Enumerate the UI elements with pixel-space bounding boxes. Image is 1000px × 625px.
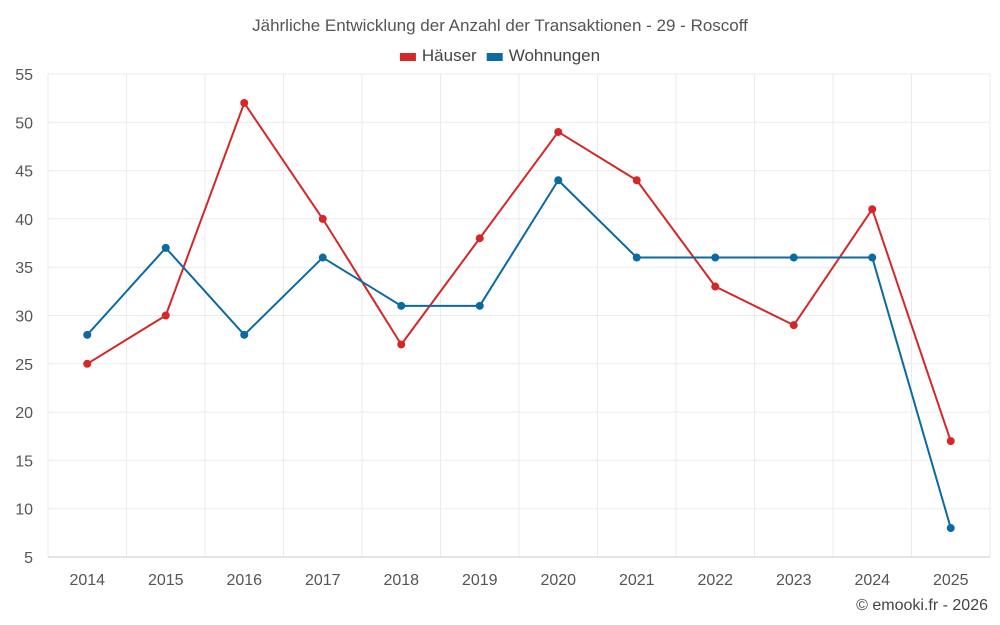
chart-title: Jährliche Entwicklung der Anzahl der Tra… — [252, 16, 748, 35]
series-wohnungen — [83, 176, 955, 533]
data-point[interactable] — [554, 127, 563, 136]
x-tick-label: 2018 — [383, 572, 419, 589]
x-tick-label: 2019 — [462, 572, 498, 589]
data-point[interactable] — [711, 282, 720, 291]
x-tick-label: 2017 — [305, 572, 341, 589]
y-tick-label: 20 — [15, 405, 33, 422]
data-point[interactable] — [475, 234, 484, 243]
legend[interactable]: Häuser Wohnungen — [399, 46, 600, 65]
legend-swatch — [486, 53, 503, 61]
credit-text: © emooki.fr - 2026 — [856, 597, 988, 614]
data-point[interactable] — [83, 359, 92, 368]
data-point[interactable] — [161, 311, 170, 320]
legend-item[interactable]: Wohnungen — [486, 46, 600, 65]
data-point[interactable] — [946, 524, 955, 533]
y-tick-label: 45 — [15, 164, 33, 181]
data-point[interactable] — [868, 205, 877, 214]
legend-label: Häuser — [422, 46, 477, 65]
x-tick-label: 2024 — [854, 572, 890, 589]
series-group — [83, 98, 955, 533]
data-point[interactable] — [161, 243, 170, 252]
grid — [47, 73, 991, 558]
data-point[interactable] — [318, 253, 327, 262]
x-tick-label: 2022 — [697, 572, 733, 589]
data-point[interactable] — [711, 253, 720, 262]
data-point[interactable] — [83, 330, 92, 339]
y-tick-label: 15 — [15, 453, 33, 470]
x-tick-label: 2025 — [933, 572, 969, 589]
y-tick-label: 5 — [24, 550, 33, 567]
x-tick-label: 2016 — [226, 572, 262, 589]
x-tick-label: 2015 — [148, 572, 184, 589]
data-point[interactable] — [554, 176, 563, 185]
data-point[interactable] — [475, 301, 484, 310]
series-line — [86, 101, 952, 442]
y-tick-label: 35 — [15, 260, 33, 277]
y-tick-label: 50 — [15, 115, 33, 132]
data-point[interactable] — [397, 340, 406, 349]
data-point[interactable] — [632, 176, 641, 185]
legend-swatch — [399, 53, 416, 61]
y-tick-label: 40 — [15, 212, 33, 229]
series-line — [86, 179, 952, 529]
x-tick-label: 2023 — [776, 572, 812, 589]
y-tick-label: 25 — [15, 357, 33, 374]
data-point[interactable] — [632, 253, 641, 262]
x-tick-label: 2021 — [619, 572, 655, 589]
data-point[interactable] — [397, 301, 406, 310]
legend-item[interactable]: Häuser — [399, 46, 477, 65]
data-point[interactable] — [789, 321, 798, 330]
data-point[interactable] — [318, 214, 327, 223]
y-tick-label: 55 — [15, 67, 33, 84]
legend-label: Wohnungen — [509, 46, 600, 65]
data-point[interactable] — [868, 253, 877, 262]
y-tick-label: 30 — [15, 309, 33, 326]
data-point[interactable] — [240, 98, 249, 107]
y-tick-label: 10 — [15, 502, 33, 519]
series-haeuser — [83, 98, 955, 446]
data-point[interactable] — [946, 437, 955, 446]
x-tick-label: 2020 — [540, 572, 576, 589]
data-point[interactable] — [789, 253, 798, 262]
data-point[interactable] — [240, 330, 249, 339]
x-tick-label: 2014 — [69, 572, 105, 589]
